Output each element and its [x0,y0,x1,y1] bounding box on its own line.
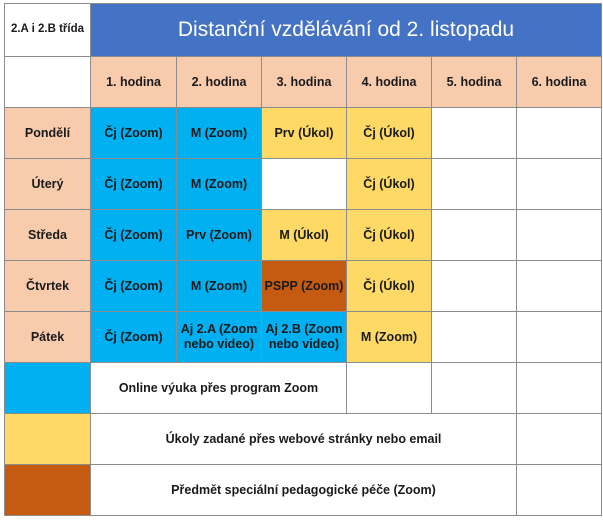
day-label: Čtvrtek [4,260,91,312]
lesson-cell: Čj (Zoom) [90,311,177,363]
hour-header-text: 6. hodina [531,74,587,89]
legend-text: Předmět speciální pedagogické péče (Zoom… [90,464,517,516]
day-label-text: Pátek [30,329,65,344]
lesson-cell-text: M (Zoom) [190,278,248,293]
hour-header: 2. hodina [176,56,262,108]
lesson-cell [516,158,602,210]
header-blank [4,56,91,108]
lesson-cell: M (Zoom) [176,158,262,210]
hour-header: 1. hodina [90,56,177,108]
lesson-cell: M (Zoom) [346,311,432,363]
legend-swatch [4,362,91,414]
lesson-cell-text: M (Zoom) [190,125,248,140]
lesson-cell [431,158,517,210]
legend-text-text: Online výuka přes program Zoom [118,380,319,395]
lesson-cell-text: Čj (Zoom) [104,227,163,242]
legend-swatch [4,464,91,516]
lesson-cell: M (Úkol) [261,209,347,261]
lesson-cell [431,107,517,159]
legend-blank [516,362,602,414]
day-label-text: Pondělí [24,125,71,140]
lesson-cell: Čj (Zoom) [90,209,177,261]
lesson-cell-text: Prv (Zoom) [186,227,252,242]
lesson-cell: Čj (Zoom) [90,107,177,159]
lesson-cell [516,209,602,261]
lesson-cell-text: M (Zoom) [190,176,248,191]
day-label-text: Středa [28,227,67,242]
lesson-cell: Čj (Úkol) [346,158,432,210]
legend-blank [431,362,517,414]
legend-swatch [4,413,91,465]
class-label-text: 2.A i 2.B třída [10,23,85,36]
day-label: Pondělí [4,107,91,159]
lesson-cell-text: Čj (Zoom) [104,278,163,293]
lesson-cell: M (Zoom) [176,107,262,159]
lesson-cell [261,158,347,210]
lesson-cell: Aj 2.B (Zoom nebo video) [261,311,347,363]
lesson-cell [516,107,602,159]
hour-header-text: 3. hodina [276,74,332,89]
lesson-cell-text: Čj (Úkol) [363,125,415,140]
lesson-cell-text: Čj (Úkol) [363,176,415,191]
hour-header: 5. hodina [431,56,517,108]
lesson-cell-text: M (Úkol) [279,227,329,242]
class-label: 2.A i 2.B třída [4,3,91,57]
page-title-text: Distanční vzdělávání od 2. listopadu [177,18,515,42]
lesson-cell: Prv (Úkol) [261,107,347,159]
legend-text: Online výuka přes program Zoom [90,362,347,414]
lesson-cell: PSPP (Zoom) [261,260,347,312]
lesson-cell [516,311,602,363]
day-label: Úterý [4,158,91,210]
lesson-cell-text: Čj (Úkol) [363,278,415,293]
legend-text-text: Předmět speciální pedagogické péče (Zoom… [171,482,436,497]
lesson-cell: Čj (Úkol) [346,107,432,159]
legend-blank [516,413,602,465]
lesson-cell: Čj (Zoom) [90,158,177,210]
lesson-cell-text: Čj (Zoom) [104,176,163,191]
lesson-cell: Prv (Zoom) [176,209,262,261]
lesson-cell [431,209,517,261]
hour-header: 3. hodina [261,56,347,108]
lesson-cell-text: PSPP (Zoom) [264,278,344,293]
legend-blank [346,362,432,414]
day-label-text: Čtvrtek [25,278,70,293]
hour-header-text: 2. hodina [191,74,247,89]
hour-header-text: 5. hodina [446,74,502,89]
hour-header: 4. hodina [346,56,432,108]
hour-header-text: 1. hodina [106,74,161,89]
lesson-cell-text: Čj (Zoom) [104,329,163,344]
lesson-cell-text: Prv (Úkol) [274,125,334,140]
day-label-text: Úterý [31,176,64,191]
day-label: Pátek [4,311,91,363]
lesson-cell [431,260,517,312]
legend-text: Úkoly zadané přes webové stránky nebo em… [90,413,517,465]
lesson-cell: M (Zoom) [176,260,262,312]
day-label: Středa [4,209,91,261]
lesson-cell-text: Čj (Zoom) [104,125,163,140]
lesson-cell: Čj (Zoom) [90,260,177,312]
lesson-cell [516,260,602,312]
page-title: Distanční vzdělávání od 2. listopadu [90,3,602,57]
lesson-cell: Aj 2.A (Zoom nebo video) [176,311,262,363]
legend-text-text: Úkoly zadané přes webové stránky nebo em… [165,431,442,446]
lesson-cell-text: Aj 2.B (Zoom nebo video) [265,322,343,351]
hour-header-text: 4. hodina [361,74,417,89]
lesson-cell [431,311,517,363]
legend-blank [516,464,602,516]
lesson-cell: Čj (Úkol) [346,209,432,261]
hour-header: 6. hodina [516,56,602,108]
lesson-cell-text: Aj 2.A (Zoom nebo video) [180,322,258,351]
lesson-cell-text: Čj (Úkol) [363,227,415,242]
lesson-cell: Čj (Úkol) [346,260,432,312]
lesson-cell-text: M (Zoom) [360,329,418,344]
